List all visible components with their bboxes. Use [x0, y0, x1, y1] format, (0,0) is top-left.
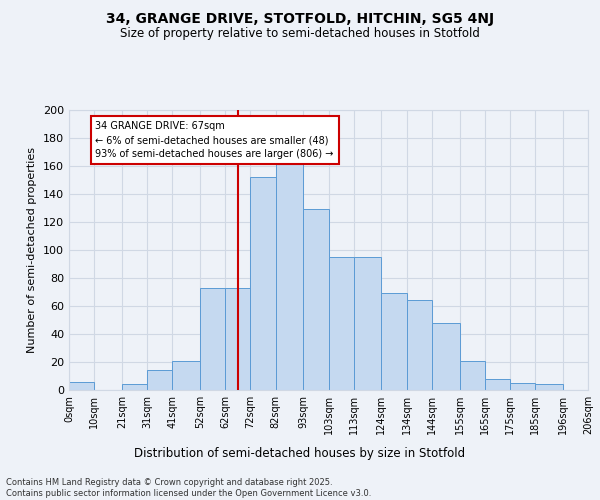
Bar: [172, 360, 200, 390]
Text: Contains HM Land Registry data © Crown copyright and database right 2025.
Contai: Contains HM Land Registry data © Crown c…: [6, 478, 371, 498]
Text: Distribution of semi-detached houses by size in Stotfold: Distribution of semi-detached houses by …: [134, 448, 466, 460]
Bar: [275, 155, 304, 390]
Bar: [382, 294, 407, 390]
Bar: [588, 384, 600, 390]
Bar: [329, 257, 353, 390]
Text: 34 GRANGE DRIVE: 67sqm
← 6% of semi-detached houses are smaller (48)
93% of semi: 34 GRANGE DRIVE: 67sqm ← 6% of semi-deta…: [95, 121, 334, 159]
Bar: [122, 384, 147, 390]
Bar: [460, 360, 485, 390]
Bar: [535, 384, 563, 390]
Bar: [353, 257, 382, 390]
Bar: [510, 383, 535, 390]
Bar: [147, 370, 172, 390]
Bar: [432, 323, 460, 390]
Text: Size of property relative to semi-detached houses in Stotfold: Size of property relative to semi-detach…: [120, 28, 480, 40]
Text: 34, GRANGE DRIVE, STOTFOLD, HITCHIN, SG5 4NJ: 34, GRANGE DRIVE, STOTFOLD, HITCHIN, SG5…: [106, 12, 494, 26]
Bar: [250, 177, 275, 390]
Bar: [69, 382, 94, 390]
Bar: [225, 288, 250, 390]
Bar: [485, 379, 510, 390]
Bar: [407, 300, 432, 390]
Bar: [304, 210, 329, 390]
Bar: [200, 288, 225, 390]
Y-axis label: Number of semi-detached properties: Number of semi-detached properties: [28, 147, 37, 353]
